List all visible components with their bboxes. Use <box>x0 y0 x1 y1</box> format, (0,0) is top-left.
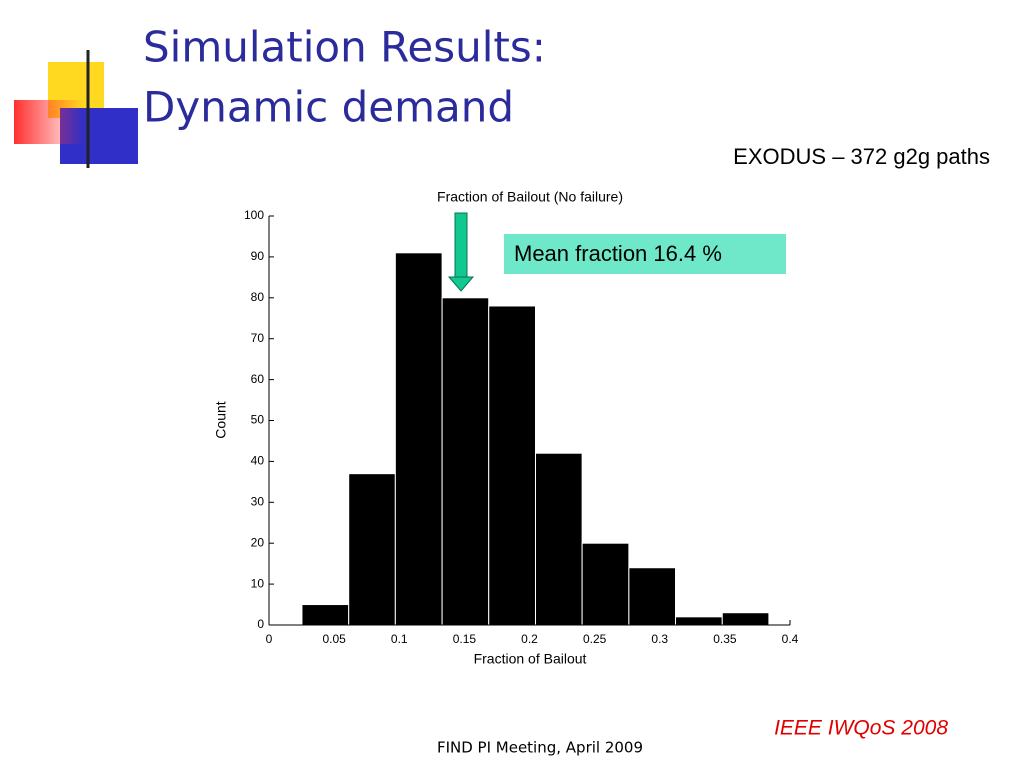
x-axis-label: Fraction of Bailout <box>474 651 587 667</box>
x-tick-label: 0.05 <box>322 632 346 646</box>
x-tick-label: 0.35 <box>713 632 737 646</box>
y-tick-label: 60 <box>251 372 265 386</box>
slide-title: Simulation Results: <box>143 23 546 72</box>
bar <box>348 473 396 626</box>
annotation: Mean fraction 16.4 % <box>514 241 722 266</box>
bar <box>394 252 443 626</box>
y-tick-label: 40 <box>251 454 265 468</box>
y-tick-label: 90 <box>251 249 265 263</box>
bar <box>675 616 723 626</box>
arrow-shaft <box>454 212 468 278</box>
y-tick-label: 20 <box>251 535 265 549</box>
x-tick-label: 0 <box>266 632 273 646</box>
annotation-box <box>504 234 786 274</box>
y-tick-label: 80 <box>251 290 265 304</box>
bar <box>534 452 583 626</box>
bar <box>721 612 770 626</box>
y-tick-label: 0 <box>257 617 264 631</box>
slide-title: Dynamic demand <box>143 83 514 132</box>
bar <box>301 604 350 626</box>
x-tick-label: 0.15 <box>453 632 477 646</box>
y-axis-label: Count <box>213 401 229 438</box>
y-tick-label: 70 <box>251 331 265 345</box>
bar <box>628 567 677 626</box>
x-tick-label: 0.25 <box>583 632 607 646</box>
x-tick-label: 0.2 <box>521 632 538 646</box>
footer: FIND PI Meeting, April 2009 <box>437 739 643 757</box>
chart-title: Fraction of Bailout (No failure) <box>437 189 623 205</box>
y-tick-label: 100 <box>244 208 264 222</box>
y-tick-label: 30 <box>251 494 265 508</box>
bar <box>581 542 630 626</box>
source: IEEE IWQoS 2008 <box>774 717 948 740</box>
y-tick-label: 10 <box>251 576 265 590</box>
subtitle: EXODUS – 372 g2g paths <box>733 144 990 169</box>
x-tick-label: 0.4 <box>782 632 799 646</box>
bar <box>441 297 490 626</box>
bar <box>488 305 536 626</box>
x-tick-label: 0.3 <box>651 632 668 646</box>
y-tick-label: 50 <box>251 413 265 427</box>
x-tick-label: 0.1 <box>391 632 408 646</box>
chart: Fraction of Bailout (No failure) Fractio… <box>213 189 799 667</box>
arrow-head <box>447 276 475 292</box>
deco-square <box>14 100 84 144</box>
